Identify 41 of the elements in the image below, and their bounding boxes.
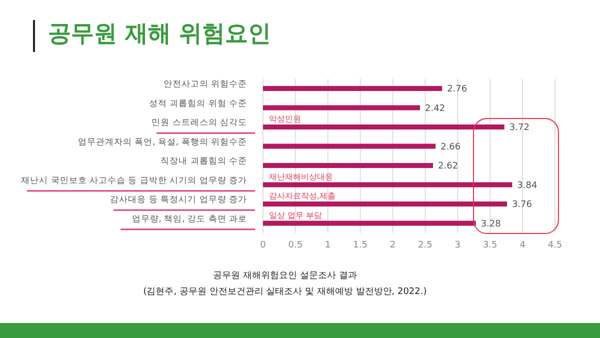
y-tick-label: 민원 스트레스의 심각도 — [152, 118, 247, 128]
x-tick-label: 0 — [260, 240, 266, 250]
bar — [263, 144, 436, 149]
bar — [263, 182, 512, 188]
bar — [263, 163, 434, 168]
y-tick-label: 안전사고의 위험수준 — [163, 80, 247, 90]
data-label: 3.72 — [509, 123, 530, 134]
x-tick-label: 1.5 — [353, 240, 368, 250]
annotation: 일상 업무 부담 — [269, 210, 322, 220]
x-tick-label: 4 — [520, 240, 526, 250]
data-label: 3.76 — [512, 200, 532, 210]
bar — [263, 202, 507, 206]
x-tick-label: 3 — [454, 240, 461, 250]
bar — [263, 220, 476, 226]
data-label: 2.66 — [440, 142, 461, 152]
x-tick-label: 0.5 — [288, 240, 303, 250]
y-tick-label: 재난시 국민보호 사고수습 등 급박한 시기의 업무량 증가 — [21, 176, 247, 186]
x-tick-label: 3.5 — [482, 240, 498, 250]
y-tick-label: 업무관계자의 폭언, 욕설, 폭행의 위험수준 — [78, 137, 247, 148]
data-label: 3.84 — [517, 180, 538, 191]
bar — [263, 105, 420, 110]
chart-title: 공무원 재해 위험요인 — [48, 20, 272, 49]
data-label: 2.62 — [438, 162, 458, 172]
x-tick-label: 4.5 — [548, 240, 562, 250]
annotation: 감사자료작성,제출 — [269, 192, 336, 200]
x-tick-label: 2.5 — [418, 240, 432, 250]
x-tick-label: 2 — [390, 240, 396, 250]
y-tick-label: 업무량, 책임, 강도 측면 과로 — [132, 214, 247, 224]
data-label: 3.28 — [480, 219, 502, 230]
text: 공무원 재해위험요인 설문조사 결과 — [212, 270, 358, 283]
x-tick-label: 1 — [325, 240, 331, 250]
data-label: 2.42 — [425, 104, 446, 114]
text: (김현주, 공무원 안전보건관리 실태조사 및 재해예방 발전방안, 2022.) — [142, 286, 428, 299]
bar — [263, 86, 442, 91]
data-label: 2.76 — [447, 84, 468, 95]
bar — [263, 124, 504, 130]
y-tick-label: 감사대응 등 특정시기 업무량 증가 — [110, 195, 247, 206]
y-tick-label: 직장내 괴롭힘의 수준 — [160, 156, 247, 167]
annotation: 악성민원 — [269, 114, 301, 124]
annotation: 재난재해비상대응 — [269, 172, 333, 182]
y-tick-label: 성적 괴롭힘의 위험 수준 — [148, 98, 247, 109]
